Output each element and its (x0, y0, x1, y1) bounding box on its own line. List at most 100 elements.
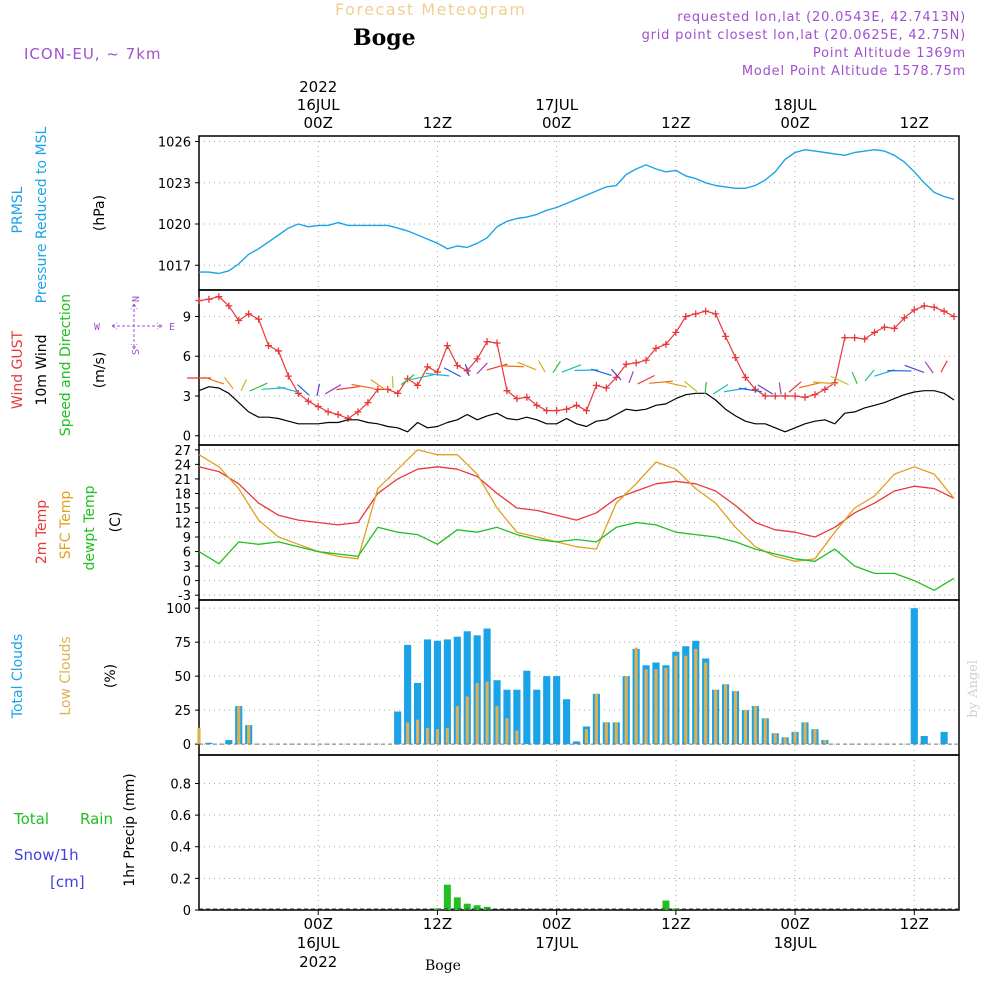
rain-bar (473, 905, 481, 910)
total-clouds-bar (910, 608, 918, 745)
total-clouds-bar (940, 731, 948, 745)
gust-point (294, 389, 302, 397)
low-clouds-bar (654, 669, 658, 745)
wind-direction-arrow (940, 360, 948, 373)
y-tick-label: 0 (183, 575, 191, 590)
total-clouds-bar (572, 741, 581, 745)
rain-bar (662, 900, 670, 910)
wind-compass-icon (111, 303, 163, 350)
chart-title: Forecast Meteogram (335, 0, 527, 19)
bottom-date-label: 18JUL (774, 934, 817, 952)
total-clouds-bar (463, 631, 471, 745)
total-clouds-bar (453, 636, 461, 745)
y-tick-label: 1017 (158, 259, 191, 274)
gust-point (523, 393, 531, 401)
series-line-sfc (198, 449, 955, 562)
total-clouds-bar (205, 742, 213, 745)
low-clouds-bar (475, 682, 479, 745)
grid-point-coordinates: grid point closest lon,lat (20.0625E, 42… (641, 28, 966, 43)
label-pressure-msl: Pressure Reduced to MSL (34, 126, 50, 303)
wind-direction-arrow (812, 381, 837, 385)
label-prmsl: PRMSL (10, 186, 26, 233)
y-tick-label: 0.6 (170, 809, 191, 824)
gust-point (642, 356, 650, 364)
wind-direction-arrow (684, 380, 698, 393)
label-rain: Rain (80, 810, 113, 828)
total-clouds-bar (523, 670, 531, 745)
gust-point (314, 403, 322, 411)
series-line-dewpoint (198, 521, 955, 591)
series-line-prmsl (199, 148, 955, 275)
wind-direction-arrow (203, 376, 224, 385)
y-tick-label: 1026 (158, 136, 191, 151)
y-tick-label: 25 (174, 704, 191, 719)
y-tick-label: 0.4 (170, 841, 191, 856)
direction-label-e: E (169, 322, 175, 333)
low-clouds-bar (594, 693, 598, 745)
gust-point (692, 310, 700, 318)
gust-point (702, 307, 710, 315)
y-tick-label: 100 (166, 602, 191, 617)
gust-point (563, 405, 571, 413)
y-tick-label: 12 (174, 517, 191, 532)
gust-point (364, 399, 372, 407)
top-time-label: 12Z (423, 114, 452, 132)
y-tick-label: 1023 (158, 177, 191, 192)
gust-point (672, 328, 680, 336)
gust-point (871, 328, 879, 336)
gust-point (394, 389, 402, 397)
gust-point (622, 360, 630, 368)
top-time-label: 12Z (661, 114, 690, 132)
wind-direction-arrow (712, 383, 729, 395)
wind-direction-arrow (904, 364, 925, 373)
rain-bar (443, 884, 451, 910)
y-tick-label: 15 (174, 502, 191, 517)
low-clouds-bar (753, 706, 757, 745)
wind-direction-arrow (738, 387, 762, 393)
low-clouds-bar (237, 706, 241, 745)
low-clouds-bar (247, 725, 251, 745)
wind-direction-arrow (464, 364, 470, 377)
low-clouds-bar (783, 737, 787, 745)
gust-point (712, 310, 720, 318)
gust-point (851, 334, 859, 342)
gust-point (900, 314, 908, 322)
series-line-t2m (198, 466, 955, 538)
y-tick-label: 9 (183, 310, 191, 325)
gust-point (284, 372, 292, 380)
low-clouds-bar (406, 722, 410, 745)
gust-point (195, 297, 203, 305)
top-date-label: 18JUL (774, 96, 817, 114)
low-clouds-bar (515, 730, 519, 745)
gust-point (225, 302, 233, 310)
gust-point (503, 387, 511, 395)
y-tick-label: 9 (183, 531, 191, 546)
y-tick-label: 1020 (158, 218, 191, 233)
low-clouds-bar (505, 718, 509, 745)
y-tick-label: 50 (174, 670, 191, 685)
wind-direction-arrow (476, 362, 488, 375)
y-tick-label: 0 (183, 738, 191, 753)
wind-direction-arrow (637, 374, 655, 385)
gust-point (255, 315, 263, 323)
rain-bar (453, 897, 461, 910)
wind-direction-arrow (411, 374, 434, 381)
gust-point (652, 344, 660, 352)
model-point-altitude: Model Point Altitude 1578.75m (741, 64, 966, 79)
location-title: Boge (353, 25, 416, 51)
gust-point (443, 342, 451, 350)
top-time-label: 12Z (900, 114, 929, 132)
top-date-label: 17JUL (535, 96, 578, 114)
gust-point (811, 391, 819, 399)
gust-point (274, 347, 282, 355)
wind-direction-arrow (351, 383, 375, 390)
bottom-time-label: 00Z (780, 915, 809, 933)
requested-coordinates: requested lon,lat (20.0543E, 42.7413N) (677, 10, 966, 25)
gust-point (741, 373, 749, 381)
y-tick-label: 6 (183, 350, 191, 365)
label-10m-wind: 10m Wind (34, 334, 50, 405)
low-clouds-bar (644, 669, 648, 745)
y-tick-label: 3 (183, 560, 191, 575)
gust-point (324, 408, 332, 416)
low-clouds-bar (465, 696, 469, 745)
